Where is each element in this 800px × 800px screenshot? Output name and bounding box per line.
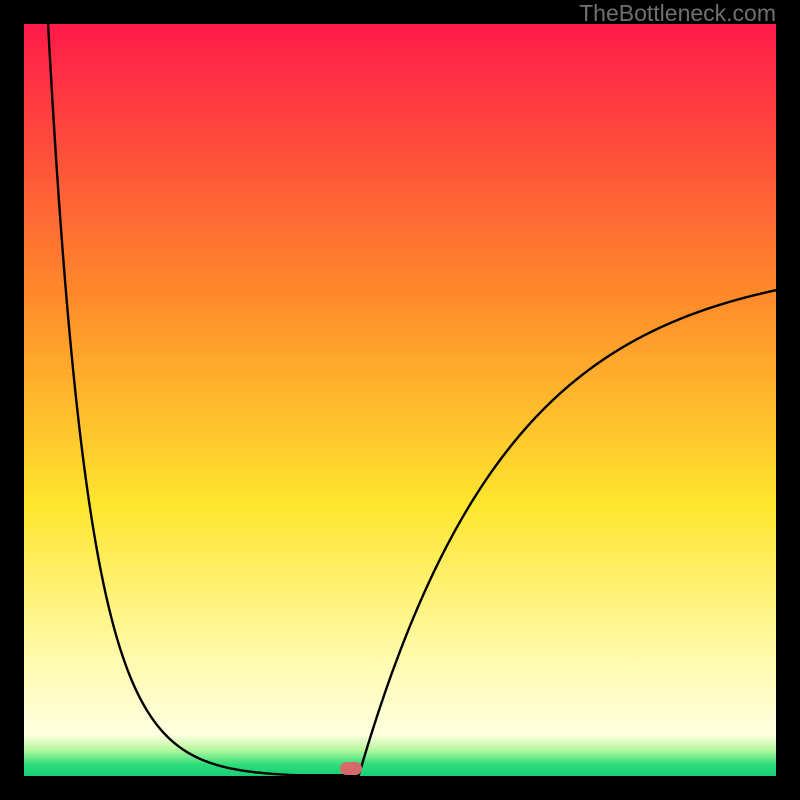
- chart-plot: [24, 24, 776, 776]
- optimum-marker: [340, 762, 362, 775]
- chart-frame: TheBottleneck.com: [0, 0, 800, 800]
- watermark-text: TheBottleneck.com: [579, 0, 776, 27]
- gradient-background: [24, 24, 776, 776]
